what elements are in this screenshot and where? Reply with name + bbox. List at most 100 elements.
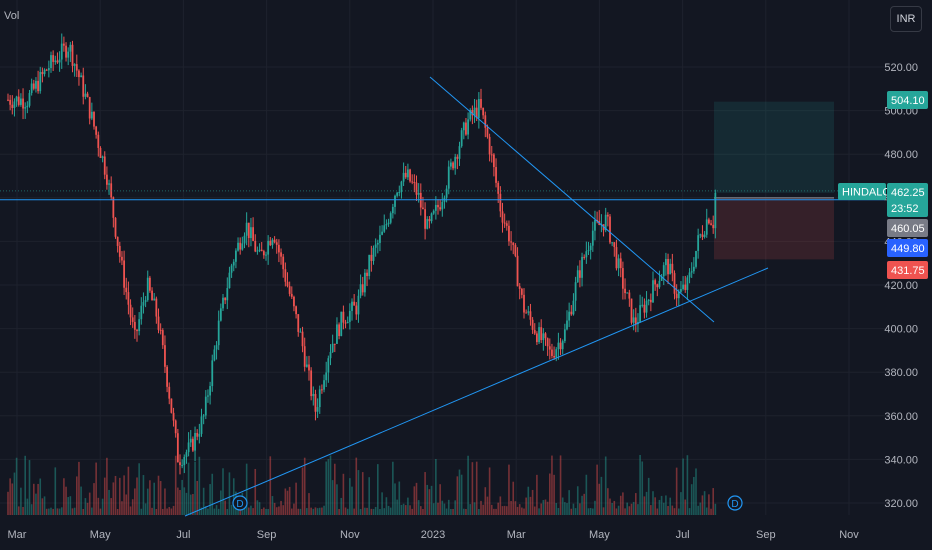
volume-bar (269, 456, 272, 515)
candle-body (413, 182, 416, 184)
candle-body (404, 172, 407, 178)
volume-bar (364, 507, 366, 515)
volume-bar (607, 488, 609, 515)
volume-bar (138, 463, 140, 515)
candle-body (168, 386, 171, 399)
volume-bar (280, 500, 282, 515)
candle-body (164, 345, 166, 367)
candle-body (86, 93, 89, 98)
volume-bar (439, 484, 441, 515)
candle-body (581, 256, 583, 278)
candle-body (280, 252, 282, 257)
volume-bar (80, 486, 82, 515)
candle-body (611, 242, 614, 244)
volume-bar (508, 464, 510, 515)
candle-body (331, 343, 334, 352)
candle-body (383, 225, 386, 232)
candle-body (505, 223, 508, 226)
volume-bar (542, 500, 545, 515)
candle-body (90, 111, 93, 119)
x-tick-label: Nov (839, 529, 859, 541)
volume-bar (164, 488, 166, 515)
trendlines[interactable] (0, 76, 885, 517)
volume-bar (39, 478, 42, 515)
candle-body (628, 292, 631, 299)
volume-bar (331, 480, 334, 515)
volume-bar (84, 498, 87, 515)
candle-body (9, 99, 12, 105)
last-price-tag: 462.25 (891, 187, 925, 199)
dividend-marker-label: D (731, 499, 738, 510)
candle-body (482, 107, 485, 116)
volume-bar (619, 495, 622, 515)
candle-body (649, 299, 652, 303)
candle-body (665, 258, 667, 266)
volume-bar (430, 485, 433, 515)
volume-bar (402, 503, 405, 515)
x-tick-label: Mar (507, 529, 526, 541)
volume-bar (340, 497, 343, 515)
volume-bar (523, 508, 525, 515)
candle-body (376, 242, 379, 245)
candle-body (622, 268, 624, 289)
y-tick-label: 520.00 (884, 62, 918, 74)
currency-button[interactable]: INR (890, 6, 922, 32)
candle-body (239, 242, 242, 250)
time-axis[interactable]: Mar May Jul Sep Nov 2023 Mar May Jul Sep Nov (8, 529, 860, 541)
candle-body (355, 305, 358, 315)
candle-body (695, 250, 697, 267)
candle-body (533, 329, 536, 334)
y-tick-label: 340.00 (884, 454, 918, 466)
volume-bar (495, 508, 497, 515)
candle-body (299, 331, 302, 333)
candle-body (41, 71, 44, 75)
candle-body (690, 271, 693, 273)
symbol-tag: HINDALCO (842, 187, 899, 199)
volume-bar (11, 483, 14, 515)
volume-bars (7, 454, 717, 515)
candle-body (656, 284, 659, 288)
candle-body (114, 217, 117, 237)
x-tick-label: Nov (340, 529, 360, 541)
volume-bar (267, 508, 269, 515)
volume-bar (284, 488, 287, 515)
volume-bar (355, 457, 358, 515)
candle-body (133, 321, 136, 330)
candle-body (26, 105, 29, 108)
y-tick-label: 320.00 (884, 498, 918, 510)
candle-body (200, 416, 203, 434)
volume-bar (121, 501, 123, 515)
volume-bar (609, 498, 611, 515)
candle-body (579, 270, 581, 278)
candle-body (54, 60, 57, 62)
volume-bar (297, 508, 300, 515)
candle-body (486, 127, 489, 137)
volume-bar (424, 472, 426, 515)
volume-bar (101, 498, 104, 515)
volume-bar (699, 502, 702, 515)
candle-body (488, 136, 491, 155)
volume-bar (63, 478, 65, 515)
candle-body (303, 346, 306, 367)
volume-bar (155, 508, 158, 515)
candle-body (39, 71, 42, 92)
volume-bar (314, 507, 317, 515)
volume-bar (149, 480, 151, 515)
volume-bar (37, 483, 39, 515)
candle-body (262, 251, 265, 256)
candle-body (155, 298, 158, 317)
profit-zone (714, 101, 834, 193)
volume-bar (308, 493, 310, 515)
volume-bar (196, 480, 198, 515)
volume-bar (527, 486, 530, 515)
candle-body (617, 258, 620, 269)
candle-body (308, 364, 310, 371)
candle-body (112, 197, 115, 218)
volume-bar (248, 507, 250, 515)
volume-bar (256, 500, 259, 515)
volume-bar (243, 504, 246, 515)
candle-body (697, 235, 700, 251)
volume-bar (456, 476, 459, 515)
volume-bar (374, 506, 377, 515)
